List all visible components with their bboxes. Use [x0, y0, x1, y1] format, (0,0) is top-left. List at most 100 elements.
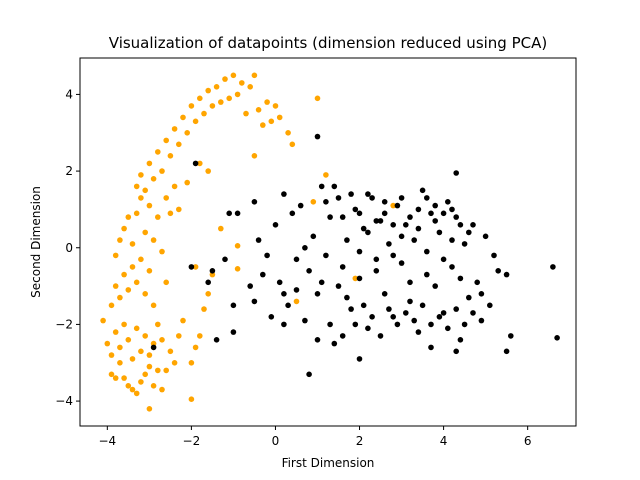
data-point-black [495, 268, 502, 274]
data-point-black [150, 344, 157, 351]
data-point-orange [323, 172, 329, 178]
data-point-orange [234, 91, 241, 98]
data-point-black [192, 160, 199, 167]
data-point-black [381, 291, 388, 297]
data-point-orange [155, 367, 161, 374]
data-point-black [466, 229, 472, 236]
data-point-orange [146, 406, 153, 412]
data-point-black [424, 195, 430, 201]
data-point-black [264, 252, 270, 259]
data-point-black [432, 218, 439, 224]
data-point-black [453, 170, 460, 176]
data-point-black [293, 256, 300, 263]
data-point-black [360, 225, 367, 232]
data-point-orange [121, 225, 127, 232]
data-point-black [260, 271, 266, 278]
data-point-orange [209, 103, 216, 109]
data-point-black [323, 252, 329, 259]
data-point-orange [108, 352, 115, 358]
data-point-black [403, 310, 409, 316]
data-point-black [390, 252, 397, 259]
data-point-orange [129, 264, 136, 270]
data-point-black [461, 321, 468, 328]
data-point-black [281, 191, 287, 197]
data-point-orange [184, 179, 190, 186]
data-point-black [365, 229, 371, 236]
data-point-black [449, 237, 455, 243]
data-point-black [314, 133, 321, 140]
data-point-orange [255, 107, 262, 113]
data-point-black [348, 191, 354, 197]
data-point-black [377, 333, 384, 339]
data-point-black [272, 222, 279, 228]
data-point-black [209, 268, 216, 274]
data-point-orange [205, 168, 211, 174]
data-point-black [306, 371, 312, 378]
data-point-orange [129, 356, 136, 362]
data-point-orange [171, 126, 178, 132]
data-point-black [373, 268, 380, 274]
data-point-orange [112, 329, 119, 335]
data-point-orange [133, 325, 140, 332]
data-point-black [356, 248, 363, 255]
data-point-orange [155, 321, 161, 328]
data-point-black [428, 321, 434, 328]
x-axis-ticks: −4 −2 0 2 4 6 [98, 426, 531, 448]
x-tick-label: −4 [98, 434, 116, 448]
data-point-black [369, 195, 375, 201]
data-point-orange [247, 84, 253, 90]
data-point-orange [146, 363, 153, 370]
data-point-black [457, 337, 464, 343]
data-point-black [411, 317, 418, 324]
data-point-orange [129, 241, 136, 247]
data-point-orange [243, 110, 249, 117]
data-point-orange [159, 248, 165, 255]
data-point-black [407, 298, 413, 305]
data-point-black [449, 264, 455, 270]
data-point-orange [289, 141, 296, 148]
data-point-black [390, 222, 397, 228]
data-point-black [302, 245, 308, 251]
data-point-orange [184, 130, 190, 136]
data-point-black [247, 283, 253, 289]
data-point-black [348, 306, 354, 312]
data-point-orange [117, 344, 123, 351]
data-point-black [453, 306, 460, 312]
data-point-black [339, 264, 346, 270]
data-point-black [386, 241, 392, 247]
data-point-black [222, 256, 228, 263]
data-point-black [318, 183, 325, 190]
x-tick-label: 4 [440, 434, 448, 448]
data-point-orange [176, 333, 182, 339]
x-axis-label: First Dimension [282, 456, 375, 470]
data-point-black [356, 210, 363, 217]
data-point-orange [142, 333, 148, 339]
data-point-orange [138, 172, 144, 178]
y-tick-label: 2 [65, 164, 73, 178]
data-point-orange [352, 275, 359, 282]
data-point-black [424, 271, 430, 278]
data-point-orange [112, 375, 119, 381]
data-point-orange [197, 95, 203, 102]
data-point-black [550, 264, 556, 270]
y-tick-label: −4 [55, 394, 73, 408]
data-point-orange [192, 264, 199, 270]
data-point-orange [251, 72, 258, 79]
data-point-black [310, 233, 317, 240]
data-point-black [381, 210, 388, 217]
data-point-black [331, 183, 338, 190]
data-point-orange [146, 268, 153, 274]
data-point-orange [293, 298, 300, 305]
data-point-orange [180, 317, 186, 324]
data-point-orange [310, 199, 317, 205]
data-point-orange [125, 383, 132, 389]
data-point-orange [226, 95, 232, 102]
data-point-black [394, 321, 401, 328]
data-point-orange [117, 237, 123, 243]
data-point-orange [201, 306, 207, 312]
data-point-orange [218, 225, 224, 232]
data-point-orange [167, 153, 174, 159]
data-point-orange [155, 214, 161, 220]
data-point-orange [197, 160, 203, 167]
